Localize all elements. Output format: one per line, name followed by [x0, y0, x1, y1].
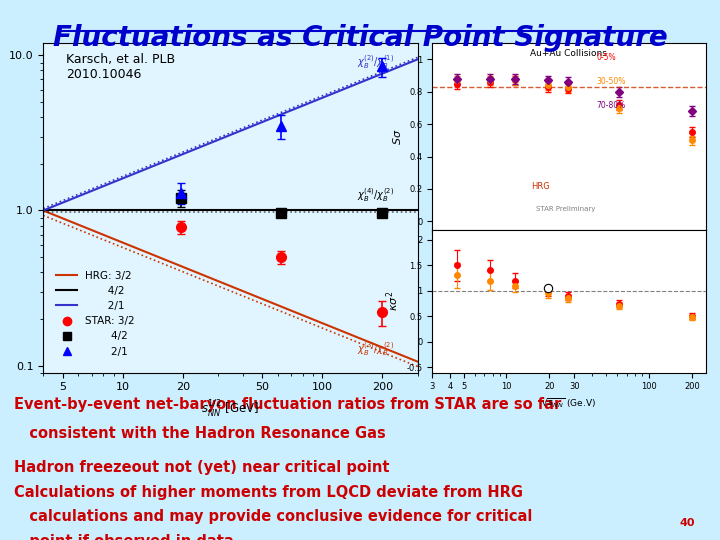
X-axis label: $s_{NN}^{1/2}$ [GeV]: $s_{NN}^{1/2}$ [GeV]: [202, 398, 259, 419]
Y-axis label: $\kappa\sigma^2$: $\kappa\sigma^2$: [384, 291, 400, 311]
Text: calculations and may provide conclusive evidence for critical: calculations and may provide conclusive …: [14, 509, 533, 524]
Text: 30-50%: 30-50%: [596, 77, 626, 86]
X-axis label: $\sqrt{s_{NN}}$ (Ge.V): $\sqrt{s_{NN}}$ (Ge.V): [541, 397, 596, 410]
Text: $\chi_B^{(2)}/\chi_B^{(1)}$: $\chi_B^{(2)}/\chi_B^{(1)}$: [357, 53, 395, 71]
Text: point if observed in data: point if observed in data: [14, 534, 234, 540]
Text: STAR Preliminary: STAR Preliminary: [536, 206, 595, 212]
Text: $\chi_B^{(4)}/\chi_B^{(2)}$: $\chi_B^{(4)}/\chi_B^{(2)}$: [357, 186, 395, 204]
Text: Event-by-event net-baryon fluctuation ratios from STAR are so far: Event-by-event net-baryon fluctuation ra…: [14, 397, 562, 412]
Legend: HRG: 3/2,        4/2,        2/1, STAR: 3/2,         4/2,         2/1: HRG: 3/2, 4/2, 2/1, STAR: 3/2, 4/2, 2/1: [52, 266, 139, 361]
Text: Karsch, et al. PLB
2010.10046: Karsch, et al. PLB 2010.10046: [66, 53, 175, 81]
Text: Au+Au Collisions: Au+Au Collisions: [531, 49, 607, 58]
Text: 40: 40: [679, 518, 695, 528]
Text: 70-80%: 70-80%: [596, 101, 626, 110]
Text: HRG: HRG: [531, 182, 550, 191]
Text: Hadron freezeout not (yet) near critical point: Hadron freezeout not (yet) near critical…: [14, 460, 390, 475]
Text: 0-5%: 0-5%: [596, 52, 616, 62]
Text: consistent with the Hadron Resonance Gas: consistent with the Hadron Resonance Gas: [14, 426, 386, 441]
Text: Fluctuations as Critical Point Signature: Fluctuations as Critical Point Signature: [53, 24, 667, 52]
Text: $\chi_B^{(3)}/\chi_B^{(2)}$: $\chi_B^{(3)}/\chi_B^{(2)}$: [357, 340, 395, 358]
Y-axis label: $S\sigma$: $S\sigma$: [392, 128, 403, 145]
Text: Calculations of higher moments from LQCD deviate from HRG: Calculations of higher moments from LQCD…: [14, 484, 523, 500]
